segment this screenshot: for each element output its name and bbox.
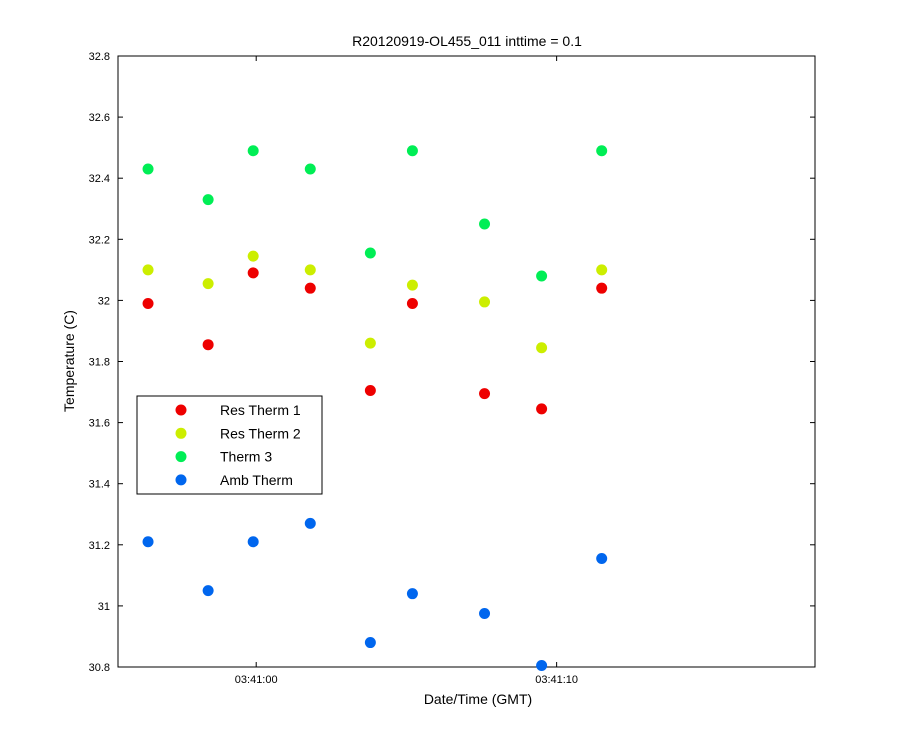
point-res-therm-1 <box>479 388 491 400</box>
y-tick-label: 32 <box>98 295 110 307</box>
point-amb-therm <box>536 659 548 671</box>
y-axis: 30.8 31 31.2 31.4 31.6 31.8 32 32.2 32.4 32.6 32.8 <box>89 51 815 674</box>
legend-box <box>136 395 323 495</box>
point-amb-therm <box>142 536 154 548</box>
point-amb-therm <box>596 553 608 565</box>
point-res-therm-1 <box>596 282 608 294</box>
x-tick-label: 03:41:10 <box>535 674 578 686</box>
point-therm-3 <box>596 145 608 157</box>
y-axis-title: Temperature (C) <box>61 310 77 412</box>
legend-label-amb-therm: Amb Therm <box>220 472 293 488</box>
point-amb-therm <box>364 637 376 649</box>
legend-marker-amb-therm <box>175 474 187 486</box>
point-res-therm-1 <box>247 267 259 279</box>
point-res-therm-2 <box>304 264 316 276</box>
point-therm-3 <box>247 145 259 157</box>
y-tick-label: 32.6 <box>89 112 110 124</box>
y-tick-label: 31.4 <box>89 479 110 491</box>
point-res-therm-1 <box>536 403 548 415</box>
point-res-therm-2 <box>479 296 491 308</box>
x-axis-title: Date/Time (GMT) <box>424 691 532 707</box>
y-tick-label: 31.8 <box>89 357 110 369</box>
point-therm-3 <box>202 194 214 206</box>
point-amb-therm <box>304 517 316 529</box>
x-axis: 03:41:00 03:41:10 <box>235 56 578 686</box>
x-tick-label: 03:41:00 <box>235 674 278 686</box>
point-res-therm-2 <box>536 342 548 354</box>
point-therm-3 <box>406 145 418 157</box>
y-tick-label: 32.4 <box>89 173 110 185</box>
legend-marker-res-therm-2 <box>175 427 187 439</box>
legend-marker-therm-3 <box>175 451 187 463</box>
point-therm-3 <box>364 247 376 259</box>
y-tick-label: 30.8 <box>89 662 110 674</box>
point-res-therm-2 <box>142 264 154 276</box>
legend-label-res-therm-2: Res Therm 2 <box>220 425 301 441</box>
point-res-therm-1 <box>304 282 316 294</box>
point-amb-therm <box>406 588 418 600</box>
point-res-therm-2 <box>247 250 259 262</box>
legend-label-therm-3: Therm 3 <box>220 449 272 465</box>
point-therm-3 <box>479 218 491 230</box>
plot-area <box>117 55 816 668</box>
point-amb-therm <box>479 608 491 620</box>
point-res-therm-2 <box>202 278 214 290</box>
point-therm-3 <box>304 163 316 175</box>
point-therm-3 <box>536 270 548 282</box>
point-res-therm-1 <box>142 297 154 309</box>
point-res-therm-2 <box>364 337 376 349</box>
legend: Res Therm 1 Res Therm 2 Therm 3 Amb Therm <box>136 395 323 495</box>
point-amb-therm <box>247 536 259 548</box>
point-res-therm-1 <box>364 385 376 397</box>
point-res-therm-2 <box>596 264 608 276</box>
y-tick-label: 32.8 <box>89 51 110 63</box>
point-therm-3 <box>142 163 154 175</box>
y-tick-label: 32.2 <box>89 234 110 246</box>
data-points <box>142 145 608 671</box>
point-amb-therm <box>202 585 214 597</box>
chart-title: R20120919-OL455_011 inttime = 0.1 <box>352 33 582 49</box>
legend-marker-res-therm-1 <box>175 404 187 416</box>
point-res-therm-2 <box>406 279 418 291</box>
y-tick-label: 31.6 <box>89 418 110 430</box>
point-res-therm-1 <box>202 339 214 351</box>
y-tick-label: 31.2 <box>89 540 110 552</box>
point-res-therm-1 <box>406 297 418 309</box>
legend-label-res-therm-1: Res Therm 1 <box>220 402 301 418</box>
y-tick-label: 31 <box>98 601 110 613</box>
